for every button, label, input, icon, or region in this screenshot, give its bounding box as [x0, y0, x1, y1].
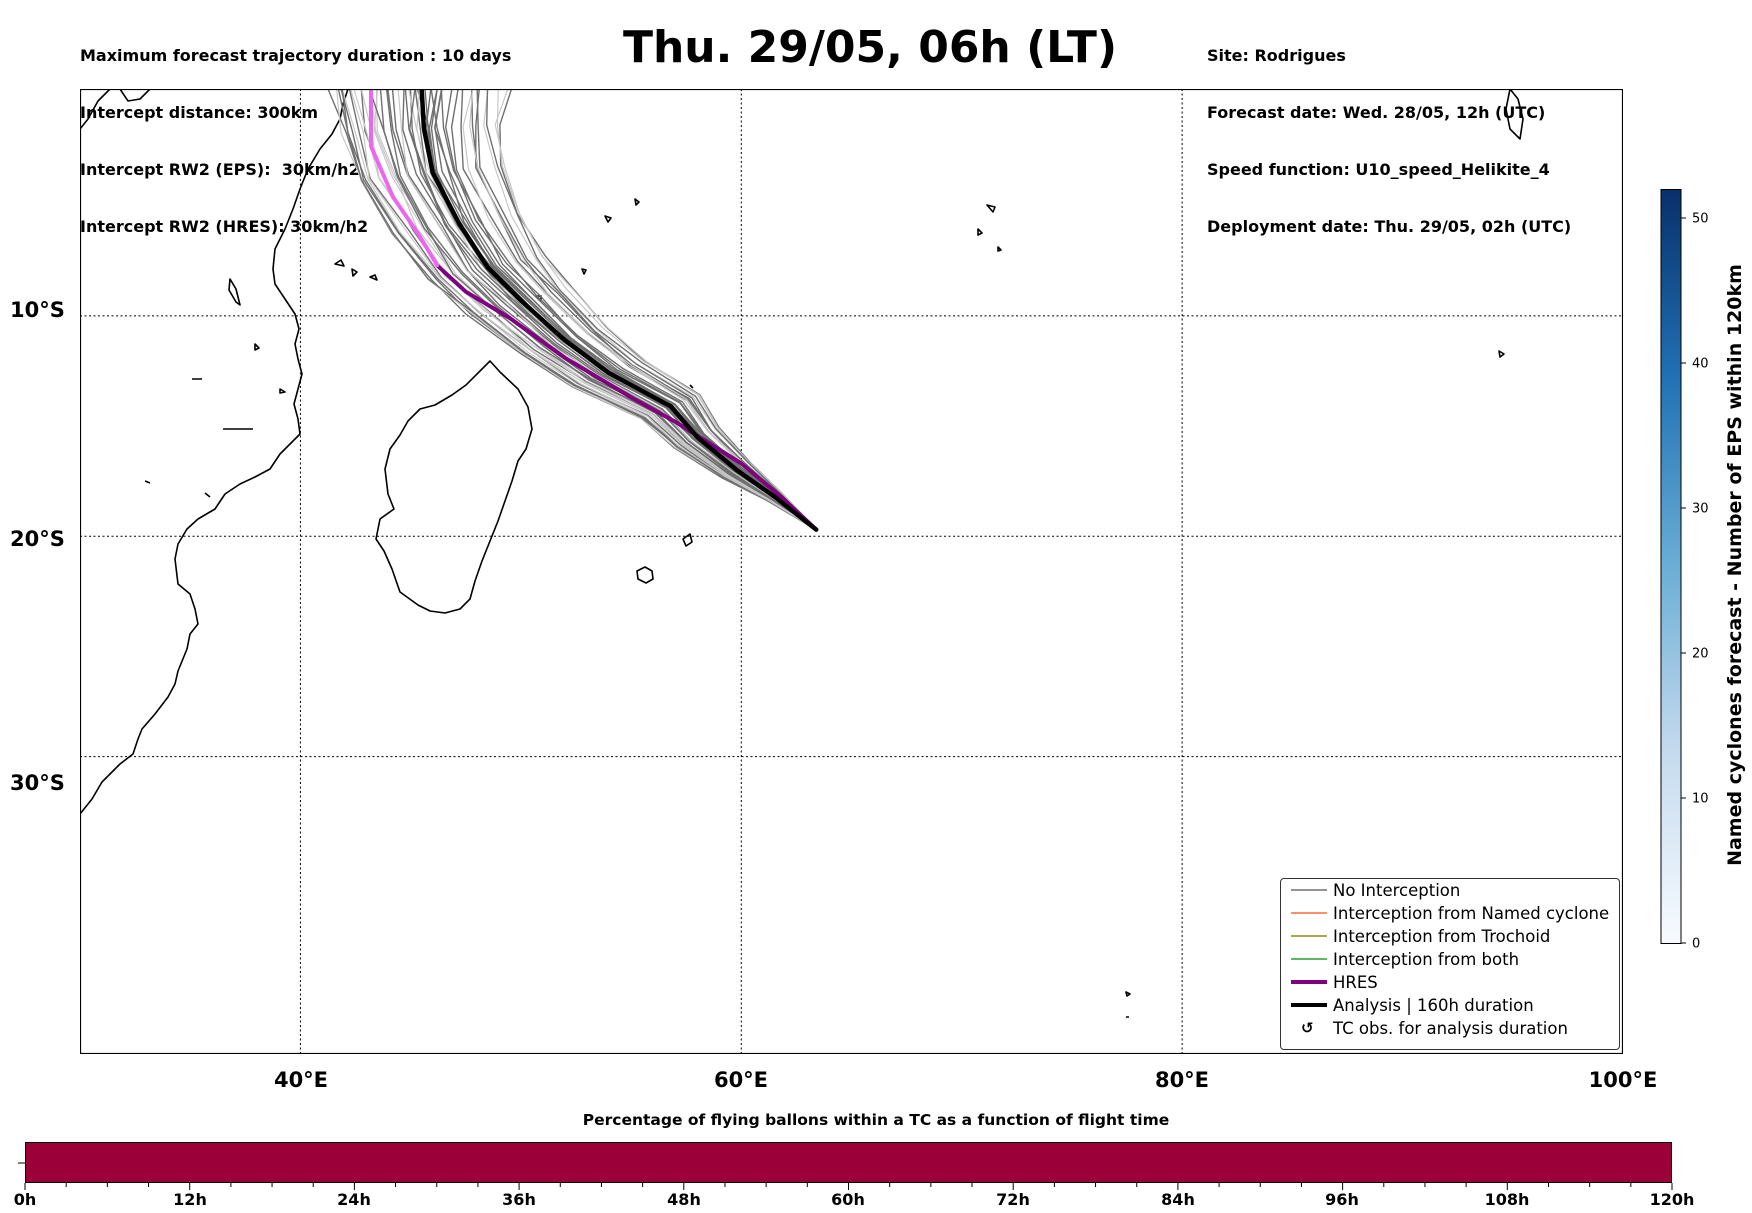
seychelles-islands: [535, 198, 640, 302]
percentage-bar-title: Percentage of flying ballons within a TC…: [582, 1111, 1170, 1129]
eps-colorbar: [1660, 189, 1686, 944]
cb-tick-20: 20: [1692, 646, 1709, 662]
africa-coastline: [80, 89, 349, 815]
lat-label-30s: 30°S: [10, 771, 65, 795]
main-tracks: [369, 89, 819, 532]
hour-label-24: 24h: [337, 1190, 371, 1209]
lon-label-80e: 80°E: [1154, 1068, 1210, 1092]
sumatra-islet: [1498, 350, 1505, 358]
hour-label-96: 96h: [1325, 1190, 1359, 1209]
sri-lanka-coast: [1505, 89, 1524, 140]
trajectory-map: [80, 89, 1623, 1054]
colorbar-title: Named cyclones forecast - Number of EPS …: [1724, 264, 1746, 866]
ensemble-trajectory: [485, 89, 817, 531]
ensemble-trajectory: [440, 89, 817, 531]
hour-label-36: 36h: [502, 1190, 536, 1209]
lon-label-60e: 60°E: [713, 1068, 769, 1092]
lat-label-20s: 20°S: [10, 527, 65, 551]
hour-label-60: 60h: [831, 1190, 865, 1209]
cocos-islets: [1125, 991, 1131, 1018]
percentage-bar: [25, 1142, 1672, 1183]
cb-tick-50: 50: [1692, 211, 1709, 227]
header-info-right: Site: Rodrigues Forecast date: Wed. 28/0…: [1207, 8, 1571, 255]
tc-obs-icon: ↺: [1301, 1019, 1314, 1037]
cb-tick-30: 30: [1692, 501, 1709, 517]
map-frame: [80, 89, 1623, 1054]
mauritius-island: [636, 566, 654, 584]
comoros-islands: [334, 259, 378, 281]
ensemble-trajectory: [430, 89, 817, 531]
hour-label-12: 12h: [173, 1190, 207, 1209]
header-forecast-date: Forecast date: Wed. 28/05, 12h (UTC): [1207, 103, 1546, 122]
percentage-bar-ticks: [18, 1162, 1673, 1190]
hour-label-84: 84h: [1161, 1190, 1195, 1209]
hour-label-120: 120h: [1649, 1190, 1695, 1209]
ensemble-trajectory: [434, 89, 817, 531]
ensemble-trajectory: [450, 89, 817, 531]
ensemble-trajectory: [499, 89, 817, 531]
hres-track-late: [369, 89, 440, 268]
ensemble-trajectory: [476, 89, 817, 531]
arabia-coast: [80, 89, 151, 130]
ensemble-trajectory: [496, 89, 817, 531]
zanzibar-island: [228, 278, 241, 306]
cb-tick-40: 40: [1692, 356, 1709, 372]
header-speed-function: Speed function: U10_speed_Helikite_4: [1207, 160, 1550, 179]
ensemble-trajectory: [408, 89, 817, 531]
ensemble-trajectory: [425, 89, 817, 531]
cb-tick-0: 0: [1692, 936, 1701, 952]
analysis-track: [419, 89, 819, 532]
header-site: Site: Rodrigues: [1207, 46, 1346, 65]
chagos-islands: [977, 204, 1002, 252]
header-intercept-eps: Intercept RW2 (EPS): 30km/h2: [80, 160, 360, 179]
reunion-island: [682, 533, 693, 547]
page-title: Thu. 29/05, 06h (LT): [622, 22, 1118, 73]
hour-label-0: 0h: [13, 1190, 37, 1209]
gridlines: [80, 89, 1623, 1054]
coastlines: [80, 89, 1524, 1018]
hour-label-48: 48h: [667, 1190, 701, 1209]
header-intercept-distance: Intercept distance: 300km: [80, 103, 319, 122]
lon-label-100e: 100°E: [1588, 1068, 1658, 1092]
hour-label-108: 108h: [1484, 1190, 1530, 1209]
lat-label-10s: 10°S: [10, 298, 65, 322]
madagascar-coastline: [375, 360, 533, 614]
hres-track: [435, 263, 819, 532]
ensemble-trajectory: [341, 89, 817, 531]
lon-label-40e: 40°E: [273, 1068, 329, 1092]
hour-label-72: 72h: [996, 1190, 1030, 1209]
cb-tick-10: 10: [1692, 791, 1709, 807]
ensemble-trajectory: [353, 89, 817, 531]
header-deployment-date: Deployment date: Thu. 29/05, 02h (UTC): [1207, 217, 1572, 236]
ensemble-trajectory: [391, 89, 817, 531]
map-legend: No Interception Interception from Named …: [1280, 878, 1620, 1050]
header-max-duration: Maximum forecast trajectory duration : 1…: [80, 46, 512, 65]
ensemble-trajectory: [430, 89, 817, 531]
header-info-left: Maximum forecast trajectory duration : 1…: [80, 8, 511, 255]
ensemble-trajectory: [379, 89, 817, 531]
header-intercept-hres: Intercept RW2 (HRES): 30km/h2: [80, 217, 369, 236]
ensemble-trajectory: [397, 89, 817, 531]
